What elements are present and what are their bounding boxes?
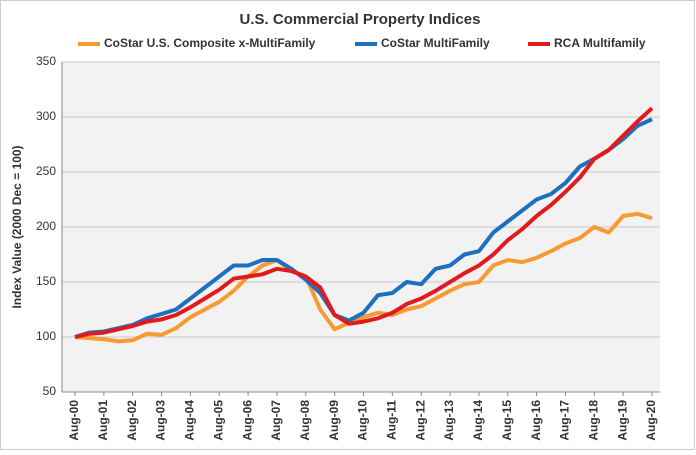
x-tick-label: Aug-17: [558, 400, 572, 441]
x-tick-label: Aug-15: [500, 400, 514, 441]
x-tick-label: Aug-08: [298, 400, 312, 441]
x-tick-label: Aug-12: [413, 400, 427, 441]
y-axis-label: Index Value (2000 Dec = 100): [10, 145, 24, 308]
x-tick-label: Aug-06: [240, 400, 254, 441]
x-tick-label: Aug-18: [586, 400, 600, 441]
x-tick-label: Aug-11: [385, 400, 399, 440]
chart-title: U.S. Commercial Property Indices: [240, 11, 481, 28]
x-tick-label: Aug-14: [471, 400, 485, 441]
x-tick-label: Aug-05: [211, 400, 225, 441]
y-tick-label: 300: [36, 109, 56, 123]
x-tick-label: Aug-07: [269, 400, 283, 441]
series-line: [74, 211, 653, 344]
x-tick-label: Aug-01: [96, 400, 110, 441]
x-tick-label: Aug-16: [529, 400, 543, 441]
y-tick-label: 200: [36, 219, 56, 233]
x-tick-label: Aug-00: [67, 400, 81, 441]
series-line: [74, 117, 653, 339]
series-line: [74, 106, 654, 339]
y-tick-label: 100: [36, 329, 56, 343]
x-tick-label: Aug-10: [356, 400, 370, 441]
y-tick-label: 50: [43, 384, 57, 398]
y-tick-label: 250: [36, 164, 56, 178]
x-tick-label: Aug-03: [154, 400, 168, 441]
y-tick-label: 150: [36, 274, 56, 288]
x-tick-label: Aug-13: [442, 400, 456, 441]
y-tick-label: 350: [36, 54, 56, 68]
x-tick-label: Aug-02: [125, 400, 139, 441]
x-tick-label: Aug-19: [615, 400, 629, 441]
legend-label: CoStar U.S. Composite x-MultiFamily: [104, 36, 316, 50]
legend-label: RCA Multifamily: [554, 36, 646, 50]
legend-label: CoStar MultiFamily: [381, 36, 490, 50]
x-tick-label: Aug-20: [644, 400, 658, 441]
x-tick-label: Aug-04: [183, 400, 197, 441]
x-tick-label: Aug-09: [327, 400, 341, 441]
